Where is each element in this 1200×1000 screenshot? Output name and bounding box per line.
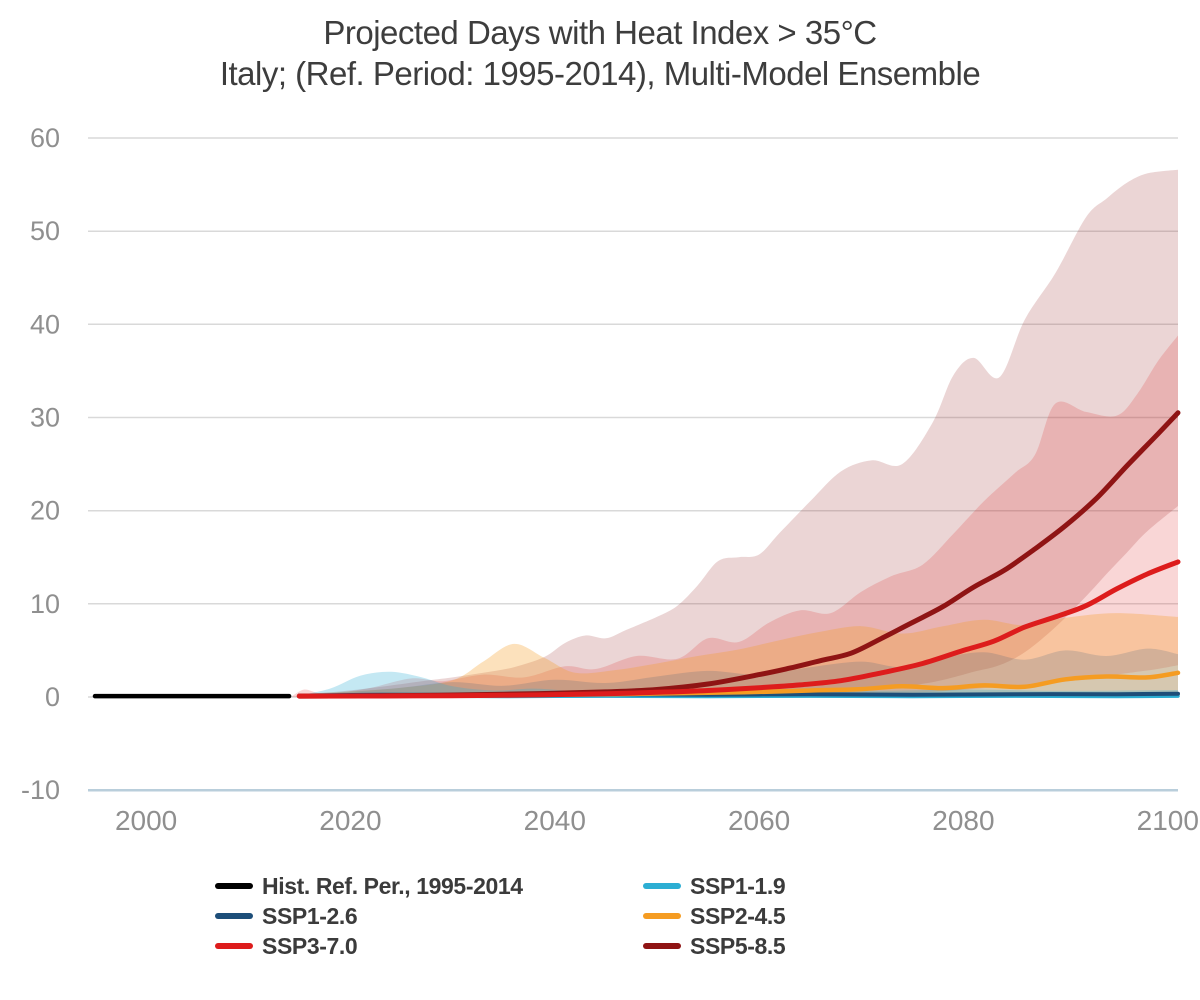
chart-subtitle: Italy; (Ref. Period: 1995-2014), Multi-M… (219, 55, 981, 92)
chart-legend: Hist. Ref. Per., 1995-2014 SSP1-1.9 SSP1-2… (215, 871, 786, 961)
band-ssp2-4.5 (299, 613, 1178, 697)
legend-label: SSP1-2.6 (262, 902, 358, 929)
chart-title: Projected Days with Heat Index > 35°C (323, 14, 877, 51)
legend-swatch (643, 913, 681, 919)
legend-swatch (215, 883, 253, 889)
y-tick-label-40: 40 (30, 309, 60, 339)
legend-item-ssp5-8.5[interactable]: SSP5-8.5 (643, 931, 786, 961)
band-ssp3-7.0 (292, 335, 1178, 698)
legend-swatch (215, 913, 253, 919)
y-tick-label-30: 30 (30, 403, 60, 433)
x-tick-label-2080: 2080 (932, 805, 994, 836)
x-tick-label-2020: 2020 (319, 805, 381, 836)
y-tick-label--10: -10 (21, 775, 60, 805)
legend-swatch (215, 943, 253, 949)
legend-label: SSP5-8.5 (690, 932, 786, 959)
legend-item-ssp1-1.9[interactable]: SSP1-1.9 (643, 871, 786, 901)
legend-label: SSP3-7.0 (262, 932, 358, 959)
legend-item-hist.-ref.-per.-1995-2014[interactable]: Hist. Ref. Per., 1995-2014 (215, 871, 643, 901)
legend-swatch (643, 943, 681, 949)
x-tick-label-2040: 2040 (524, 805, 586, 836)
legend-label: Hist. Ref. Per., 1995-2014 (262, 872, 523, 899)
y-tick-label-50: 50 (30, 216, 60, 246)
chart-title-block: Projected Days with Heat Index > 35°C It… (0, 12, 1200, 94)
legend-label: SSP2-4.5 (690, 902, 786, 929)
band-ssp1-1.9 (299, 671, 1178, 697)
band-ssp5-8.5 (299, 169, 1178, 698)
x-tick-label-2000: 2000 (115, 805, 177, 836)
legend-item-ssp1-2.6[interactable]: SSP1-2.6 (215, 901, 643, 931)
y-tick-label-60: 60 (30, 123, 60, 153)
y-tick-label-0: 0 (45, 682, 60, 712)
y-tick-label-20: 20 (30, 496, 60, 526)
x-tick-label-2060: 2060 (728, 805, 790, 836)
line-ssp3-7.0 (296, 559, 1181, 699)
legend-swatch (643, 883, 681, 889)
band-ssp1-2.6 (299, 648, 1178, 697)
legend-label: SSP1-1.9 (690, 872, 786, 899)
legend-item-ssp3-7.0[interactable]: SSP3-7.0 (215, 931, 643, 961)
x-tick-label-2100: 2100 (1137, 805, 1199, 836)
legend-item-ssp2-4.5[interactable]: SSP2-4.5 (643, 901, 786, 931)
plot-area[interactable]: -10 0 10 20 30 40 50 60 2000 2020 2040 2060 2080 2100 (0, 0, 1200, 860)
y-tick-label-10: 10 (30, 589, 60, 619)
